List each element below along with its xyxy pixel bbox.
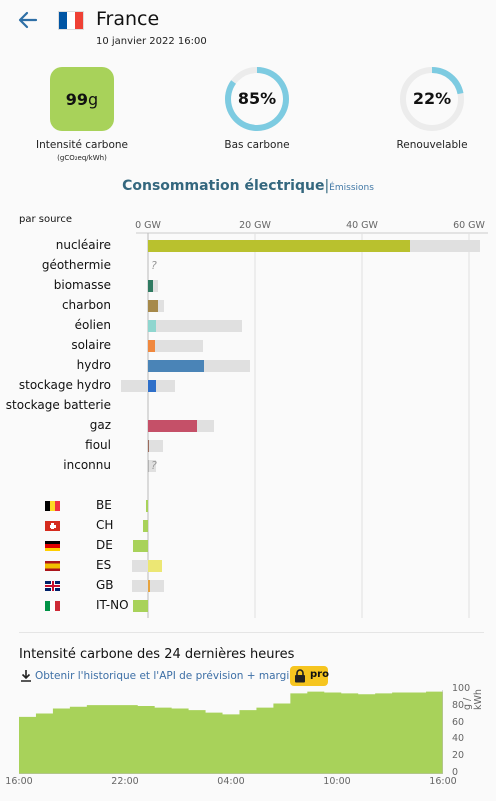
history-api-link[interactable]: Obtenir l'historique et l'API de prévisi… bbox=[35, 670, 306, 682]
section-divider bbox=[19, 632, 484, 633]
france-flag-icon bbox=[58, 11, 84, 30]
carbon-intensity-value: 99 bbox=[65, 89, 89, 109]
carbon-intensity-unit: g bbox=[88, 89, 99, 109]
source-label: gaz bbox=[89, 418, 111, 432]
exchange-capacity-bar[interactable] bbox=[131, 560, 148, 572]
history-y-tick: 100 bbox=[452, 683, 471, 694]
source-label: éolien bbox=[74, 318, 111, 332]
exchange-code: DE bbox=[96, 538, 113, 552]
history-x-tick: 10:00 bbox=[323, 776, 351, 787]
history-y-tick: 60 bbox=[452, 716, 465, 728]
production-bar[interactable] bbox=[148, 440, 150, 452]
capacity-bar[interactable] bbox=[148, 340, 204, 352]
exchange-code: CH bbox=[96, 518, 114, 532]
source-label: biomasse bbox=[53, 278, 111, 292]
es-flag-icon bbox=[45, 561, 60, 571]
axis-tick-label: 0 GW bbox=[135, 220, 161, 231]
source-label: hydro bbox=[76, 358, 111, 372]
exchange-code: BE bbox=[96, 498, 112, 512]
ch-flag-icon bbox=[45, 521, 60, 531]
download-icon bbox=[21, 670, 31, 682]
source-label: inconnu bbox=[63, 458, 111, 472]
history-y-tick: 40 bbox=[452, 733, 465, 745]
exchange-bar[interactable] bbox=[133, 600, 148, 612]
exchange-bar[interactable] bbox=[142, 520, 148, 532]
history-y-tick: 0 bbox=[452, 767, 459, 778]
history-x-tick: 16:00 bbox=[429, 776, 457, 787]
exchange-bar[interactable] bbox=[148, 560, 162, 572]
pro-label: pro bbox=[310, 669, 329, 680]
source-label: géothermie bbox=[41, 258, 111, 272]
page-title: France bbox=[96, 8, 160, 30]
capacity-bar[interactable] bbox=[148, 320, 242, 332]
unknown-marker: ? bbox=[151, 459, 157, 472]
production-bar[interactable] bbox=[148, 300, 159, 312]
history-y-tick: 20 bbox=[452, 750, 465, 762]
lock-icon bbox=[295, 669, 305, 683]
history-area bbox=[19, 690, 443, 774]
exchange-code: ES bbox=[96, 558, 112, 572]
tab-consumption[interactable]: Consommation électrique bbox=[122, 178, 325, 194]
tab-emissions[interactable]: Émissions bbox=[329, 183, 374, 193]
ring-fill bbox=[431, 67, 464, 95]
source-label: nucléaire bbox=[55, 238, 111, 252]
by-source-heading: par source bbox=[19, 214, 72, 225]
low-carbon-ring[interactable] bbox=[224, 66, 290, 132]
exchange-bar[interactable] bbox=[148, 580, 150, 592]
history-y-tick: 80 bbox=[452, 699, 465, 711]
capacity-bar[interactable] bbox=[148, 460, 157, 472]
axis-tick-label: 60 GW bbox=[453, 220, 485, 231]
production-bar[interactable] bbox=[148, 360, 205, 372]
renewable-label: Renouvelable bbox=[396, 139, 468, 151]
exchange-bar[interactable] bbox=[145, 500, 148, 512]
de-flag-icon bbox=[45, 541, 60, 551]
back-button[interactable] bbox=[16, 8, 40, 32]
axis-tick-label: 40 GW bbox=[346, 220, 378, 231]
carbon-intensity-label: Intensité carbone bbox=[35, 139, 128, 151]
exchange-code: GB bbox=[96, 578, 114, 592]
datetime-label: 10 janvier 2022 16:00 bbox=[96, 36, 207, 47]
exchange-bar[interactable] bbox=[133, 540, 148, 552]
history-x-tick: 22:00 bbox=[111, 776, 139, 787]
history-title: Intensité carbone des 24 dernières heure… bbox=[19, 647, 295, 662]
production-bar[interactable] bbox=[148, 420, 198, 432]
consumption-tabs: Consommation électrique|Émissions bbox=[0, 178, 496, 194]
history-x-tick: 04:00 bbox=[217, 776, 245, 787]
history-area-chart[interactable] bbox=[19, 690, 443, 774]
history-x-tick: 16:00 bbox=[5, 776, 33, 787]
it-no-flag-icon bbox=[45, 601, 60, 611]
unknown-marker: ? bbox=[151, 259, 157, 272]
source-label: solaire bbox=[71, 338, 111, 352]
exchange-code: IT-NO bbox=[96, 598, 129, 612]
source-label: charbon bbox=[61, 298, 111, 312]
renewable-ring[interactable] bbox=[399, 66, 465, 132]
low-carbon-percent: 85% bbox=[237, 89, 277, 108]
production-bar[interactable] bbox=[148, 320, 157, 332]
low-carbon-label: Bas carbone bbox=[224, 139, 290, 151]
be-flag-icon bbox=[45, 501, 60, 511]
arrow-left-icon bbox=[18, 11, 38, 29]
carbon-intensity-box[interactable]: 99 g bbox=[50, 67, 114, 131]
source-label: stockage hydro bbox=[18, 378, 111, 392]
gb-flag-icon bbox=[45, 581, 60, 591]
production-bar[interactable] bbox=[148, 380, 157, 392]
carbon-intensity-sublabel: (gCO₂eq/kWh) bbox=[57, 154, 107, 162]
production-bar[interactable] bbox=[148, 240, 411, 252]
pro-badge[interactable]: pro bbox=[290, 666, 329, 686]
source-label: fioul bbox=[85, 438, 111, 452]
capacity-bar[interactable] bbox=[148, 440, 163, 452]
exchange-capacity-bar[interactable] bbox=[131, 580, 165, 592]
history-y-unit: g / kWh bbox=[462, 689, 484, 710]
axis-tick-label: 20 GW bbox=[239, 220, 271, 231]
source-label: stockage batterie bbox=[5, 398, 111, 412]
production-bar[interactable] bbox=[148, 340, 155, 352]
renewable-percent: 22% bbox=[412, 89, 452, 108]
production-bar[interactable] bbox=[148, 280, 154, 292]
production-bar[interactable] bbox=[148, 460, 149, 472]
tab-separator: | bbox=[324, 178, 330, 194]
ring-fill bbox=[225, 67, 289, 131]
